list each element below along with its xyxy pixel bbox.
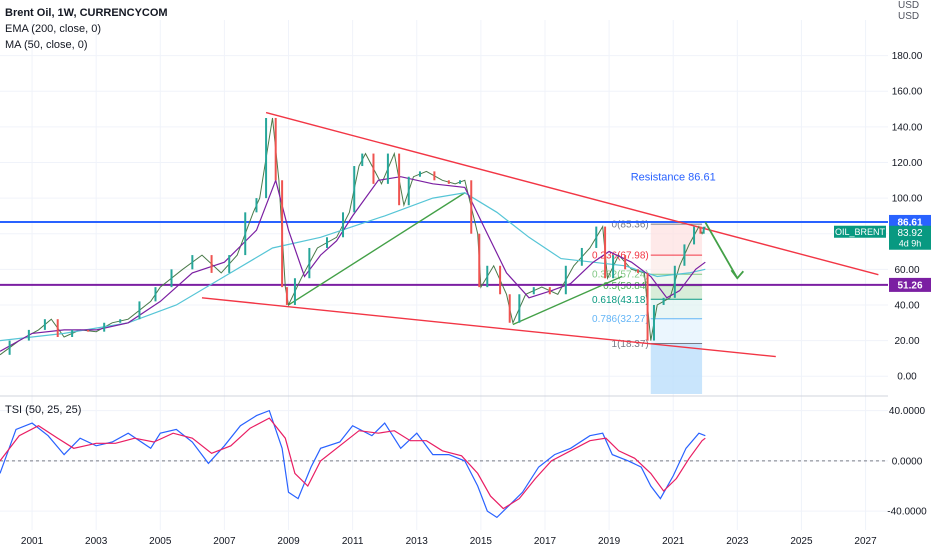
currency-label-line-2: USD [898,11,920,22]
time-axis-tick: 2011 [342,536,364,547]
resistance-price-tag-bg [889,214,931,229]
fib-level-label: 0.382(57.24) [592,270,649,281]
price-axis-tick: 20.00 [894,336,919,347]
time-axis[interactable]: 2001 2003 2005 2007 2009 2011 2013 2015 2017 2019… [21,536,877,547]
price-axis-tick: 160.00 [892,87,923,98]
tsi-pane[interactable] [0,409,888,519]
fibonacci-retracement[interactable]: 0(85.36) 0.236(67.98) 0.382(57.24)0.5(50.8… [592,220,703,394]
price-axis-tick: 40.00 [894,300,919,311]
trend-lines[interactable] [201,111,879,358]
time-axis-tick: 2023 [726,536,749,547]
time-axis-tick: 2013 [406,536,429,547]
annotations: Resistance 86.61 [631,171,716,183]
ema-legend[interactable]: EMA (200, close, 0) [5,23,101,35]
forecast-arrow-head [730,269,745,280]
fib-zone [650,274,703,286]
time-axis-tick: 2027 [854,536,877,547]
tsi-axis-tick: 0.0000 [892,456,923,467]
chart-legend: Brent Oil, 1W, CURRENCYCOM EMA (200, clo… [5,5,168,53]
trend-green-line[interactable] [512,275,623,326]
time-axis-tick: 2003 [85,536,108,547]
support-price-tag: 51.26 [897,280,922,291]
ma-legend[interactable]: MA (50, close, 0) [5,39,88,51]
price-axis-tick: 120.00 [892,158,923,169]
trend-lower-line[interactable] [201,297,776,358]
resistance-annotation: Resistance 86.61 [631,171,716,183]
time-axis-tick: 2005 [149,536,172,547]
tsi-axis-tick: 40.0000 [889,406,926,417]
support-price-tag-bg [889,277,931,292]
symbol-tag-bg [834,225,886,238]
fib-level-label: 0.618(43.18) [592,295,649,306]
currency-label-line-1: USD [898,0,920,11]
time-axis-tick: 2009 [277,536,300,547]
time-axis-tick: 2025 [790,536,813,547]
fib-zone [650,299,703,319]
time-axis-tick: 2019 [598,536,621,547]
price-axis-tick: 100.00 [892,194,923,205]
price-axis-tick: 140.00 [892,122,923,133]
resistance-price-tag: 86.61 [897,217,922,228]
fib-level-label: 0.5(50.84) [603,281,649,292]
currency-label[interactable]: USD USD [898,0,919,22]
trend-upper-line[interactable] [265,111,879,276]
fib-level-label: 0(85.36) [612,220,649,231]
ema200-line [0,192,706,342]
ma50-line [0,176,706,352]
tsi-legend[interactable]: TSI (50, 25, 25) [5,404,82,416]
current-price-bg [889,225,931,250]
price-axis-tick: 0.00 [897,372,917,383]
tsi-axis[interactable]: 40.0000 0.0000 -40.0000 [887,406,927,518]
horizontal-levels[interactable] [0,220,888,286]
time-axis-tick: 2021 [662,536,685,547]
price-series [0,117,706,356]
fib-zone [650,255,703,275]
trend-green-line[interactable] [288,192,466,306]
time-axis-tick: 2015 [470,536,493,547]
tsi-axis-tick: -40.0000 [887,507,927,518]
time-axis-tick: 2007 [213,536,236,547]
fib-level-label: 0.236(67.98) [592,251,649,262]
price-pane[interactable]: 0(85.36) 0.236(67.98) 0.382(57.24)0.5(50.8… [0,111,888,394]
bar-countdown-label: 4d 9h [899,239,922,249]
fib-level-label: 0.786(32.27) [592,314,649,325]
symbol-tag: OIL_BRENT [835,227,886,237]
time-axis-tick: 2017 [534,536,557,547]
forecast-arrow-line[interactable] [704,221,739,279]
current-price-label: 83.92 [897,228,922,239]
price-axis-tick: 180.00 [892,51,923,62]
fib-target-zone [650,343,703,394]
fib-level-label: 1(18.37) [612,339,649,350]
signal-line [0,417,706,510]
fib-zone [650,318,703,344]
price-axis-tick: 60.00 [894,265,919,276]
symbol-title[interactable]: Brent Oil, 1W, CURRENCYCOM [5,7,168,19]
time-axis-tick: 2001 [21,536,44,547]
